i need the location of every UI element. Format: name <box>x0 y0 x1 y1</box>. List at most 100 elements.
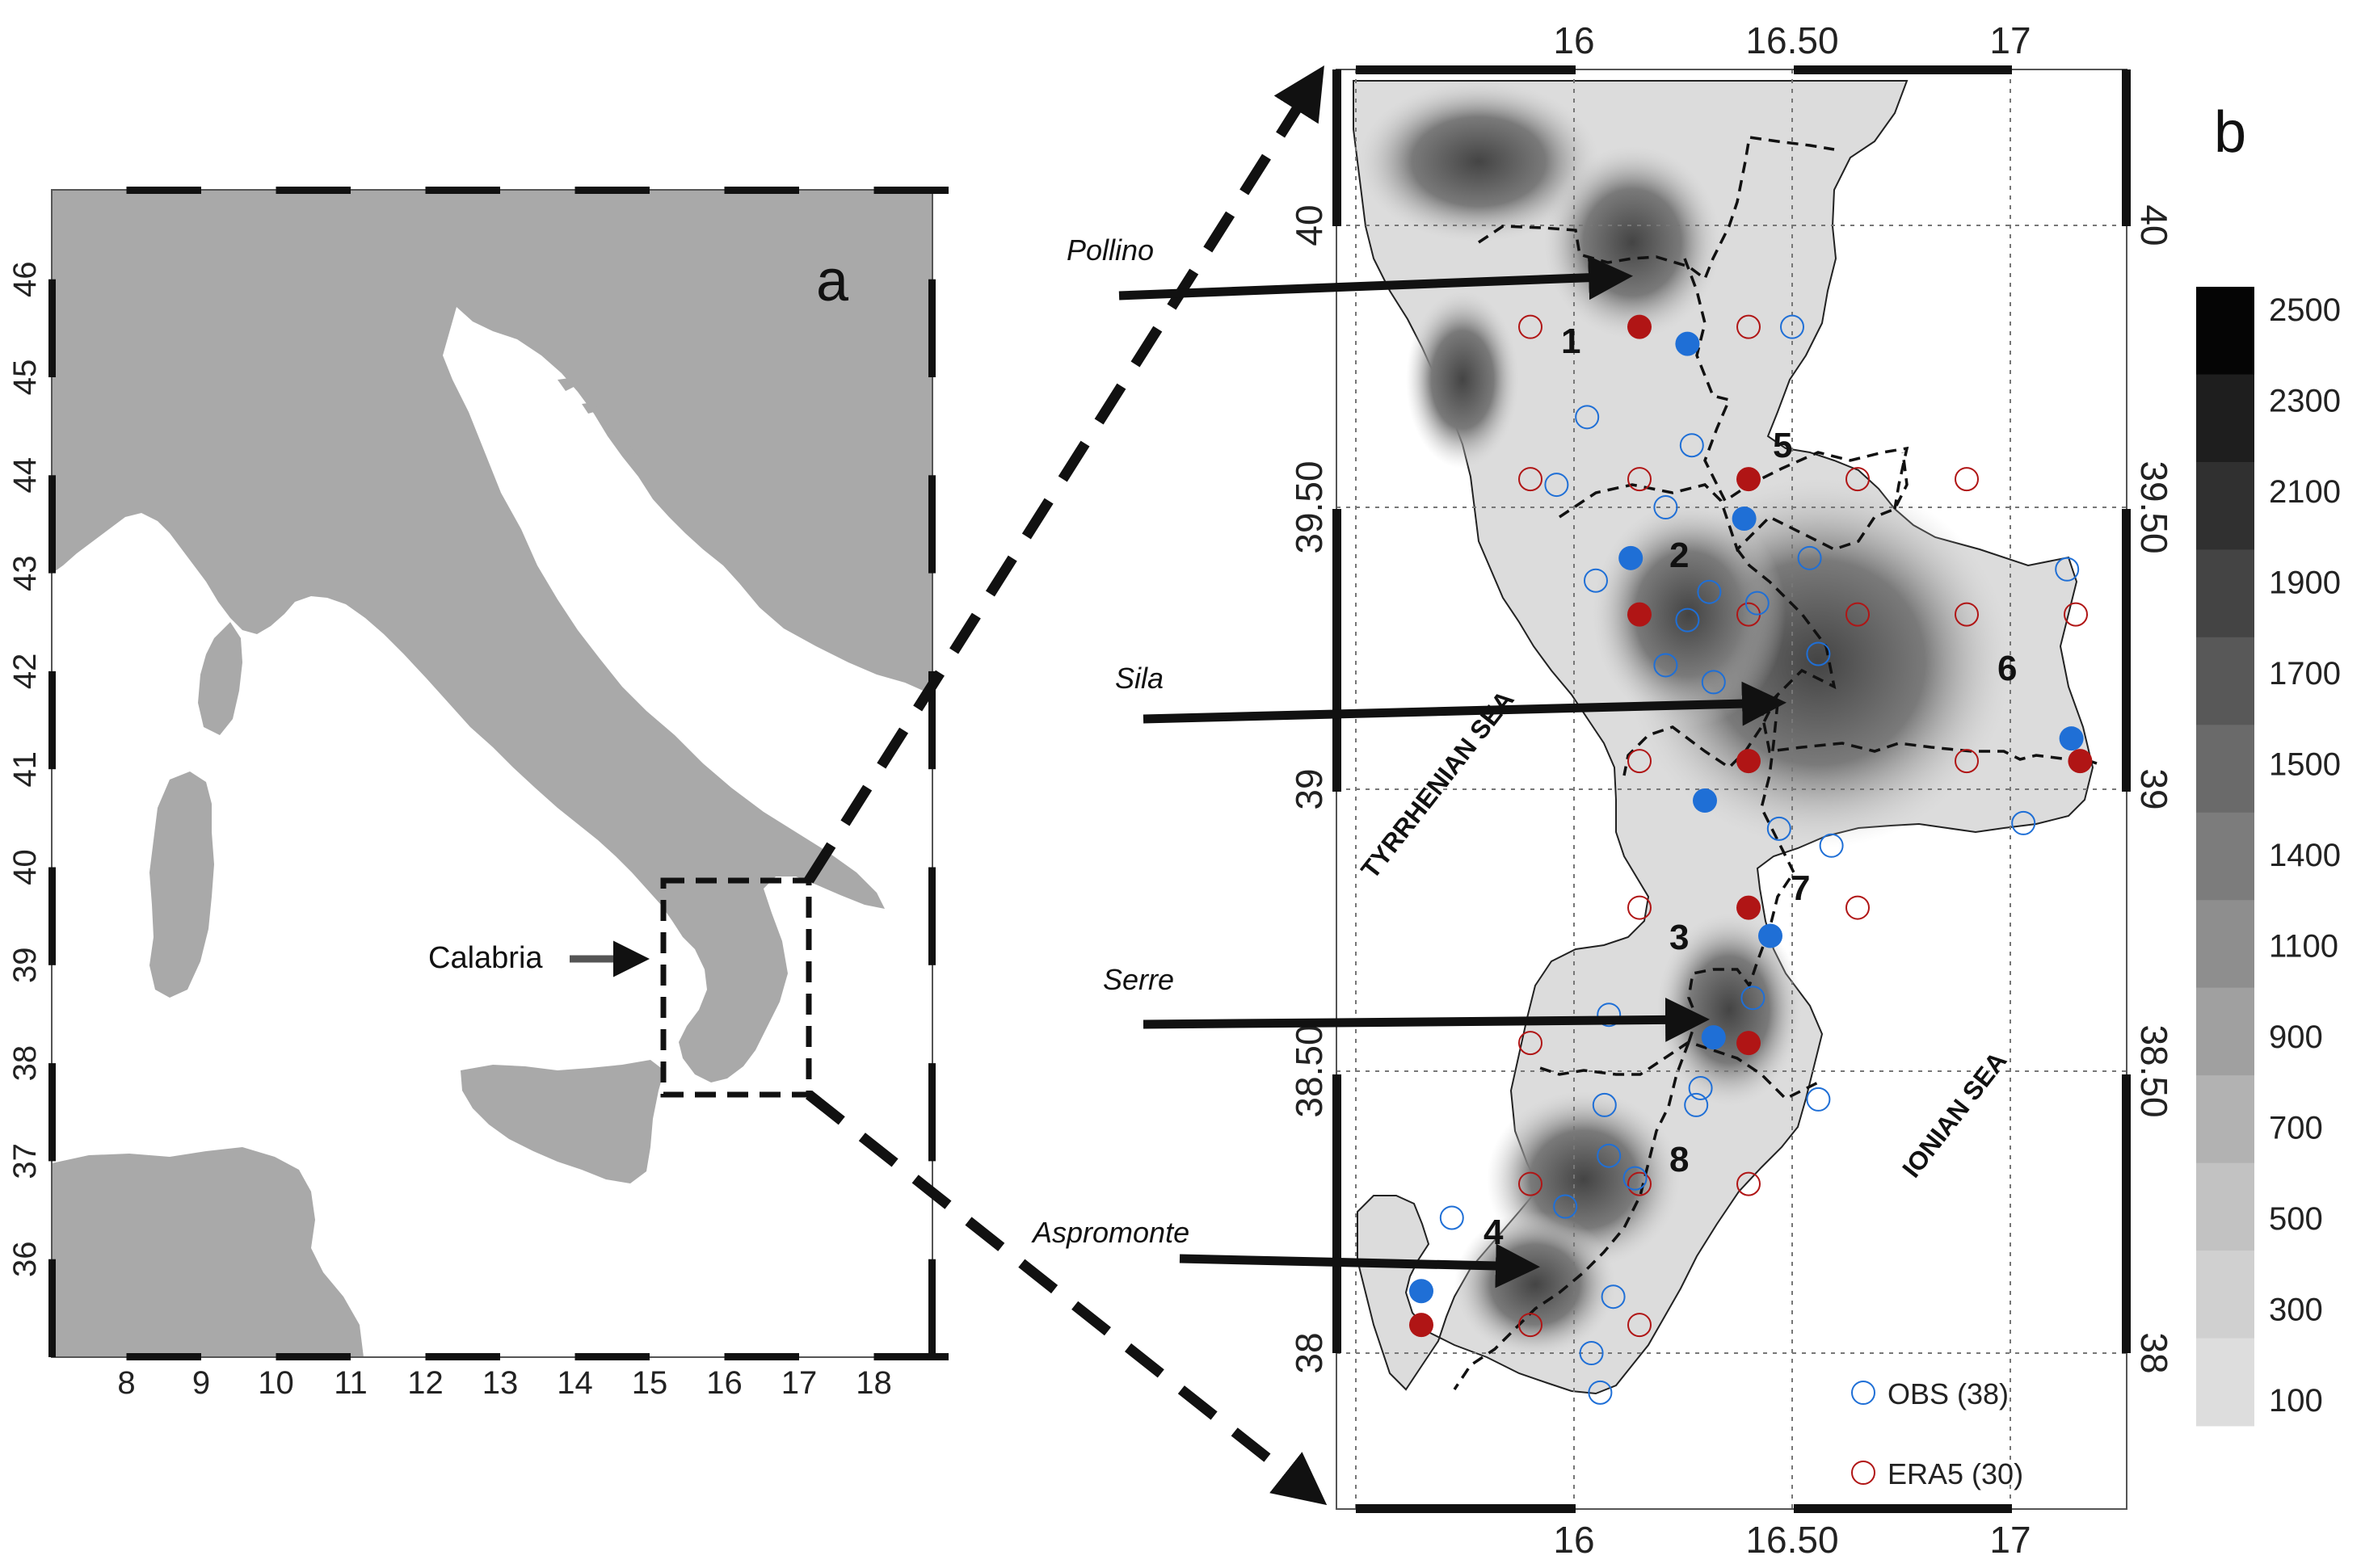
peak-label-sila: Sila <box>1115 662 1164 695</box>
era5-station-open <box>1955 602 1979 627</box>
obs-station-open <box>1592 1092 1617 1117</box>
frame-bar <box>873 1353 949 1360</box>
obs-station-open <box>1797 545 1822 570</box>
colorbar-swatch <box>2196 1075 2254 1164</box>
arrow-sila <box>1143 681 1787 726</box>
frame-bar <box>1794 1504 2012 1513</box>
colorbar-swatch <box>2196 374 2254 463</box>
colorbar-tick-label: 2100 <box>2269 474 2341 510</box>
colorbar-swatch <box>2196 725 2254 813</box>
arrow-serre <box>1143 997 1710 1042</box>
era5-station-open <box>1955 467 1979 492</box>
land-islands <box>558 378 651 454</box>
land-sardinia <box>149 771 214 998</box>
region-number-3: 3 <box>1669 918 1689 957</box>
lon-tick-label: 8 <box>117 1365 135 1401</box>
obs-station-open <box>1688 1075 1713 1100</box>
lat-tick-label: 38 <box>7 1045 43 1082</box>
obs-station-open <box>1439 1205 1464 1230</box>
frame-bar <box>48 1259 56 1357</box>
lon-tick-label: 14 <box>557 1365 593 1401</box>
frame-bar <box>928 1063 936 1162</box>
region-number-4: 4 <box>1484 1213 1504 1252</box>
frame-bar <box>574 187 650 194</box>
obs-station-open <box>1544 473 1569 498</box>
lat-tick-label: 42 <box>7 654 43 690</box>
frame-bar <box>928 670 936 770</box>
colorbar-swatch <box>2196 287 2254 375</box>
legend-era5-marker <box>1851 1461 1875 1485</box>
lat-tick-label: 39 <box>2133 768 2175 809</box>
panel-a-frame-bars <box>48 187 949 1360</box>
lat-tick-label: 38 <box>1288 1332 1330 1373</box>
obs-station-open <box>1597 1143 1622 1168</box>
frame-bar <box>48 867 56 965</box>
obs-station-open <box>1675 607 1700 633</box>
lat-tick-label: 39 <box>1288 768 1330 809</box>
obs-station-open <box>1588 1380 1613 1405</box>
era5-station-open <box>1845 602 1870 627</box>
colorbar-tick-label: 2500 <box>2269 292 2341 328</box>
obs-station-open <box>1806 641 1831 666</box>
frame-bar <box>1356 65 1576 74</box>
colorbar-tick-label: 1900 <box>2269 565 2341 601</box>
obs-station-open <box>1766 816 1791 841</box>
land-africa <box>52 1147 364 1357</box>
era5-station-open <box>2064 602 2088 627</box>
region-number-6: 6 <box>1997 649 2017 688</box>
frame-bar <box>425 1353 500 1360</box>
lat-tick-label: 45 <box>7 359 43 396</box>
obs-station-open <box>1622 1166 1648 1191</box>
lon-tick-label: 17 <box>1989 1519 2031 1561</box>
era5-station-filled <box>1736 749 1761 774</box>
land-corsica <box>198 622 242 735</box>
panel-a-map: 8 9 10 11 12 13 14 15 16 17 18 36 37 38 39 40 41 42 43 44 45… <box>7 187 949 1401</box>
panel-a-ticks: 8 9 10 11 12 13 14 15 16 17 18 36 37 38 39 40 41 42 43 44 45… <box>7 261 892 1401</box>
obs-station-open <box>1819 833 1844 858</box>
era5-station-filled <box>2068 749 2093 774</box>
frame-bar <box>724 1353 799 1360</box>
era5-station-open <box>1627 1171 1652 1196</box>
obs-station-open <box>1584 568 1608 593</box>
obs-station-open <box>1697 579 1722 604</box>
era5-station-open <box>1955 749 1979 774</box>
stations <box>1409 314 2093 1405</box>
region-number-7: 7 <box>1791 868 1810 908</box>
panel-b-label: b <box>2214 100 2246 165</box>
obs-station-filled <box>1675 331 1700 356</box>
obs-station-open <box>1601 1284 1626 1309</box>
obs-station-filled <box>1693 788 1717 813</box>
obs-station-open <box>1653 495 1678 519</box>
lat-tick-label: 39.50 <box>1288 460 1330 553</box>
frame-bar <box>48 670 56 770</box>
peak-label-serre: Serre <box>1103 963 1174 996</box>
lon-tick-label: 17 <box>781 1365 818 1401</box>
obs-station-open <box>2011 810 2036 835</box>
colorbar-tick-label: 900 <box>2269 1019 2323 1055</box>
lat-tick-label: 46 <box>7 261 43 297</box>
colorbar-tick-label: 100 <box>2269 1383 2323 1419</box>
lon-tick-label: 16 <box>1553 1519 1594 1561</box>
era5-station-open <box>1518 1031 1542 1056</box>
obs-station-open <box>1806 1087 1831 1112</box>
legend-obs-label: OBS (38) <box>1888 1377 2009 1410</box>
lat-tick-label: 40 <box>7 849 43 885</box>
lon-tick-label: 16 <box>706 1365 743 1401</box>
obs-station-open <box>1679 433 1704 458</box>
region-boundaries <box>1453 136 2098 1390</box>
elevation-colorbar: 2500 2300 2100 1900 1700 1500 1400 1100 900 700 50… <box>2196 287 2341 1427</box>
obs-station-open <box>1780 314 1804 339</box>
obs-station-open <box>1553 1194 1578 1219</box>
legend-era5-label: ERA5 (30) <box>1888 1457 2023 1490</box>
panel-b-grid <box>1336 69 2127 1509</box>
era5-station-open <box>1518 1171 1542 1196</box>
colorbar-swatch <box>2196 1338 2254 1427</box>
frame-bar <box>2122 509 2131 792</box>
frame-bar <box>1794 65 2012 74</box>
frame-bar <box>2122 1074 2131 1353</box>
lon-tick-label: 18 <box>856 1365 892 1401</box>
frame-bar <box>873 187 949 194</box>
panel-a-label: a <box>816 249 849 313</box>
frame-bar <box>1356 1504 1576 1513</box>
